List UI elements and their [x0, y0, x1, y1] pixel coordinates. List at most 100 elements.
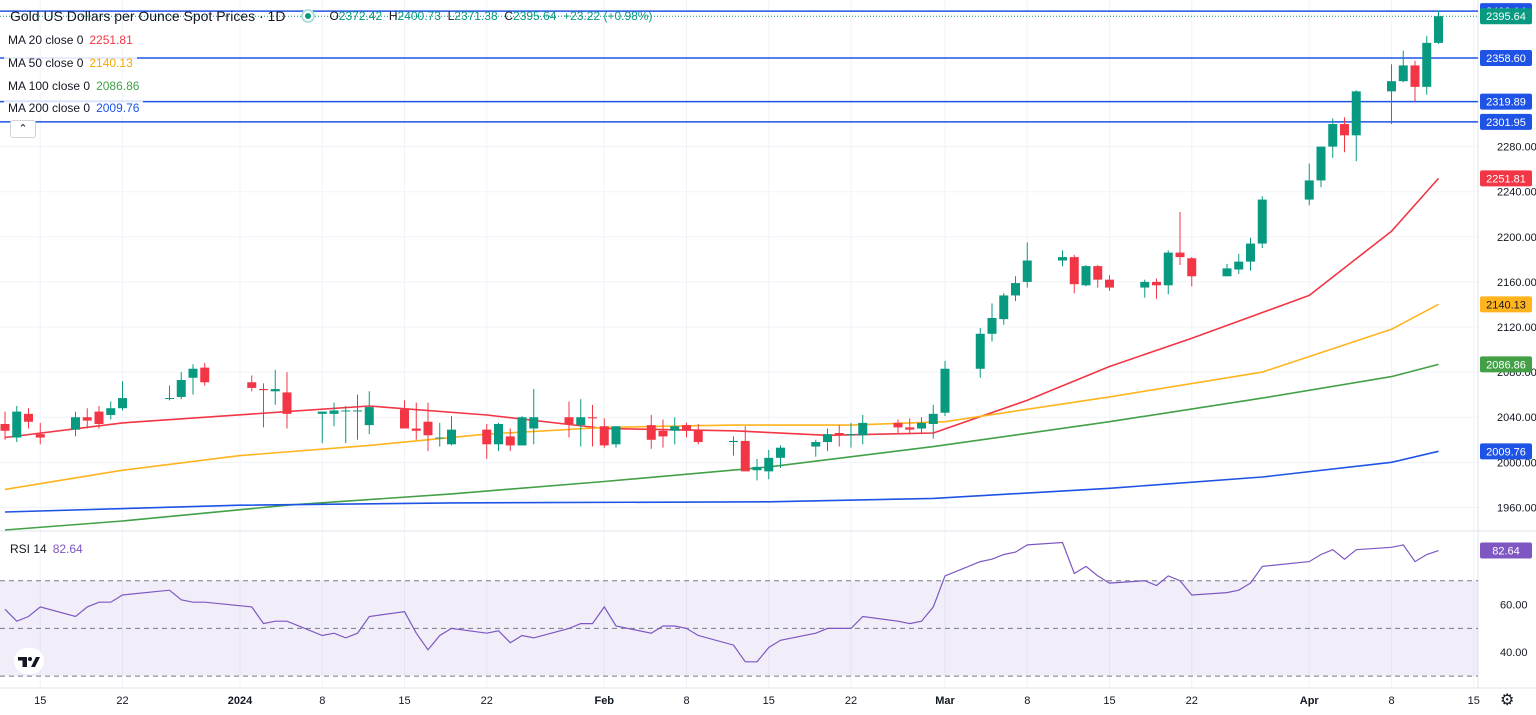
candle-body — [188, 368, 198, 378]
candle-body — [1222, 268, 1232, 277]
collapse-chevron-icon[interactable]: ⌃ — [10, 120, 36, 138]
candle-body — [1093, 266, 1103, 280]
y-tick-label: 2040.00 — [1497, 412, 1536, 424]
time-axis[interactable]: 15 22 2024 8 15 22 Feb 8 15 22 Mar 8 15 22 Apr 8 15 — [34, 695, 1480, 707]
candle-body — [729, 440, 738, 443]
price-label-badge[interactable] — [1480, 113, 1532, 130]
price-label-badge[interactable] — [1480, 49, 1532, 66]
price-label: 2319.89 — [1486, 97, 1526, 109]
candle-body — [71, 417, 80, 430]
candle-body — [776, 447, 785, 458]
price-label-badge[interactable] — [1480, 93, 1532, 110]
ma20-legend[interactable]: MA 20 close 0 2251.81 — [4, 33, 137, 47]
x-tick-label: 22 — [481, 695, 493, 707]
candle-body — [858, 422, 868, 436]
candle-body — [35, 434, 45, 438]
candle-body — [823, 434, 832, 443]
candle-body — [1246, 243, 1255, 262]
x-tick-label: 22 — [116, 695, 128, 707]
symbol-title[interactable]: Gold US Dollars per Ounce Spot Prices · … — [10, 8, 286, 24]
moving-averages — [4, 177, 1440, 531]
candle-body — [1175, 252, 1185, 258]
candle-body — [341, 410, 351, 412]
candle-body — [94, 411, 104, 424]
candle-body — [482, 429, 492, 445]
x-tick-label: 8 — [1388, 695, 1394, 707]
candle-body — [1069, 257, 1079, 285]
market-status-icon — [301, 9, 316, 23]
ohlc-readout: O2372.42 H2400.73 L2371.38 C2395.64 +23.… — [329, 9, 653, 23]
candle-body — [599, 426, 609, 446]
candle-body — [846, 434, 856, 436]
candle-body — [529, 417, 539, 429]
candle-body — [282, 392, 292, 414]
candle-body — [928, 413, 938, 424]
candle-body — [12, 411, 22, 438]
y-tick-label: 2120.00 — [1497, 322, 1536, 334]
x-tick-label: Mar — [935, 695, 955, 707]
candle-body — [447, 429, 456, 445]
candle-body — [1022, 260, 1032, 282]
ma200-legend[interactable]: MA 200 close 0 2009.76 — [4, 101, 144, 115]
candle-body — [505, 436, 515, 446]
x-tick-label: 22 — [845, 695, 857, 707]
x-tick-label: 15 — [398, 695, 410, 707]
rsi-tick-label: 40.00 — [1500, 647, 1528, 659]
y-tick-label: 2280.00 — [1497, 142, 1536, 154]
candle-body — [1011, 283, 1020, 296]
ma-line — [4, 450, 1439, 513]
candle-body — [423, 421, 433, 436]
rsi-legend[interactable]: RSI 14 82.64 — [10, 542, 83, 556]
candle-body — [1316, 146, 1326, 181]
candle-body — [940, 368, 950, 413]
candle-body — [834, 433, 844, 436]
settings-gear-icon[interactable]: ⚙ — [1500, 692, 1515, 709]
candle-body — [1387, 81, 1396, 92]
price-label-badge[interactable] — [1480, 296, 1532, 313]
candle-body — [0, 424, 10, 431]
candle-body — [1152, 281, 1161, 286]
candle-body — [400, 409, 409, 429]
y-tick-label: 2000.00 — [1497, 457, 1536, 469]
candle-body — [1328, 124, 1338, 147]
candle-body — [987, 318, 997, 334]
candle-body — [670, 426, 680, 431]
price-axis[interactable]: 1960.002000.002040.002080.002120.002160.… — [1480, 3, 1536, 659]
rsi-value-badge[interactable] — [1480, 542, 1532, 559]
candle-body — [1434, 16, 1443, 43]
candles — [0, 10, 1443, 481]
chart-header: Gold US Dollars per Ounce Spot Prices · … — [10, 8, 652, 24]
price-label-badge[interactable] — [1480, 443, 1532, 460]
price-label-badge[interactable] — [1480, 356, 1532, 373]
candle-body — [1351, 91, 1361, 136]
candle-body — [975, 333, 985, 369]
y-tick-label: 2200.00 — [1497, 232, 1536, 244]
x-tick-label: 8 — [319, 695, 325, 707]
candle-body — [106, 408, 116, 415]
candle-body — [588, 417, 597, 419]
x-tick-label: 15 — [34, 695, 46, 707]
candle-body — [1340, 124, 1349, 136]
candle-body — [118, 398, 127, 409]
candle-body — [564, 417, 574, 424]
candle-body — [411, 428, 421, 431]
candle-body — [740, 440, 750, 472]
candle-body — [165, 398, 174, 400]
candle-body — [752, 466, 762, 471]
price-label: 2301.95 — [1486, 117, 1526, 129]
price-label-badge[interactable] — [1480, 170, 1532, 187]
x-tick-label: 8 — [683, 695, 689, 707]
candle-body — [1163, 252, 1173, 286]
candle-body — [517, 417, 527, 446]
ma50-legend[interactable]: MA 50 close 0 2140.13 — [4, 56, 137, 70]
candle-body — [364, 407, 374, 426]
tradingview-logo-icon[interactable] — [14, 648, 44, 674]
price-label-badge[interactable] — [1480, 8, 1532, 25]
candle-body — [576, 417, 586, 426]
horizontal-levels[interactable] — [0, 10, 1478, 123]
ma100-legend[interactable]: MA 100 close 0 2086.86 — [4, 79, 144, 93]
rsi-line — [4, 541, 1439, 663]
candle-body — [1081, 266, 1091, 286]
candle-body — [999, 295, 1009, 320]
